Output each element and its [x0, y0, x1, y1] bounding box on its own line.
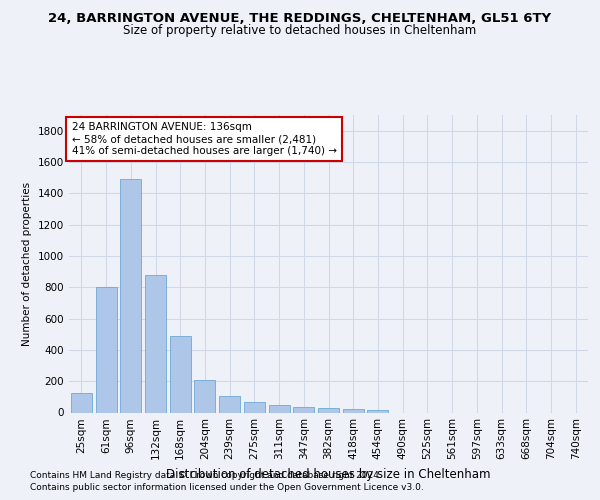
- Bar: [343, 409, 364, 412]
- Bar: [244, 402, 265, 412]
- Bar: [219, 396, 240, 412]
- Y-axis label: Number of detached properties: Number of detached properties: [22, 182, 32, 346]
- Text: Size of property relative to detached houses in Cheltenham: Size of property relative to detached ho…: [124, 24, 476, 37]
- Bar: [170, 336, 191, 412]
- X-axis label: Distribution of detached houses by size in Cheltenham: Distribution of detached houses by size …: [166, 468, 491, 481]
- Bar: [145, 274, 166, 412]
- Bar: [367, 410, 388, 412]
- Bar: [120, 179, 141, 412]
- Text: Contains public sector information licensed under the Open Government Licence v3: Contains public sector information licen…: [30, 482, 424, 492]
- Bar: [95, 287, 116, 412]
- Text: 24 BARRINGTON AVENUE: 136sqm
← 58% of detached houses are smaller (2,481)
41% of: 24 BARRINGTON AVENUE: 136sqm ← 58% of de…: [71, 122, 337, 156]
- Text: 24, BARRINGTON AVENUE, THE REDDINGS, CHELTENHAM, GL51 6TY: 24, BARRINGTON AVENUE, THE REDDINGS, CHE…: [49, 12, 551, 26]
- Bar: [269, 406, 290, 412]
- Bar: [71, 393, 92, 412]
- Bar: [194, 380, 215, 412]
- Bar: [318, 408, 339, 412]
- Bar: [293, 407, 314, 412]
- Text: Contains HM Land Registry data © Crown copyright and database right 2024.: Contains HM Land Registry data © Crown c…: [30, 471, 382, 480]
